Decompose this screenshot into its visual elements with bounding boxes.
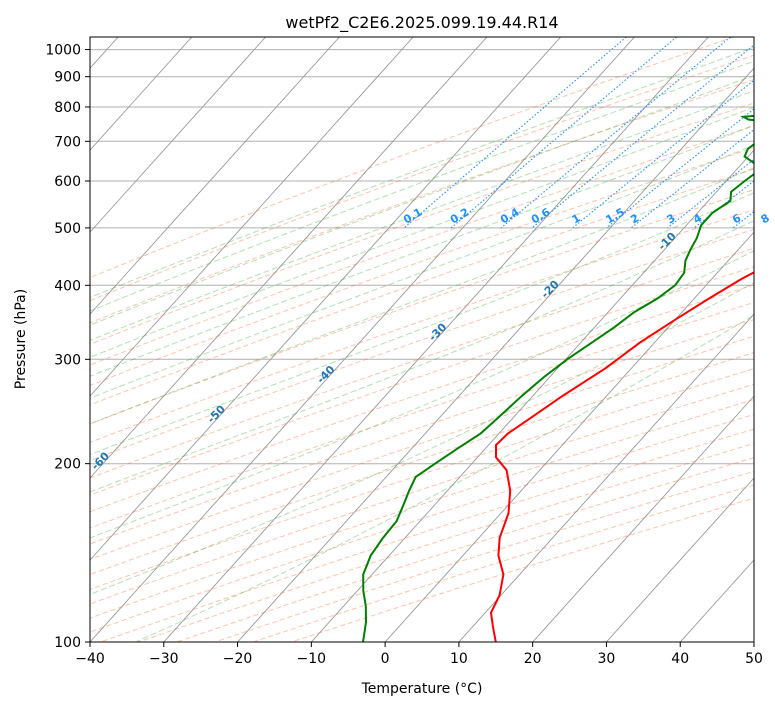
y-tick-label: 100	[54, 635, 81, 651]
moist-adiabat-line	[90, 124, 754, 377]
isotherm-line	[90, 37, 340, 315]
x-axis: −40 −30 −20 −10 0 10 20 30 40 50	[75, 642, 763, 667]
mixing-ratio-line	[403, 37, 627, 229]
isotherm-line	[532, 395, 754, 642]
x-tick-label: −10	[297, 651, 327, 667]
isotherm-line	[237, 67, 754, 642]
mixing-ratio-line	[500, 37, 731, 229]
moist-adiabat-line	[90, 74, 754, 326]
x-tick-label: 30	[598, 651, 616, 667]
y-tick-label: 300	[54, 352, 81, 368]
dry-adiabat-line	[90, 266, 754, 496]
x-tick-label: 50	[745, 651, 763, 667]
x-tick-label: −30	[149, 651, 179, 667]
y-tick-label: 500	[54, 221, 81, 237]
dry-adiabat-line	[90, 368, 754, 590]
isotherm-line	[310, 149, 754, 642]
isotherm-line	[90, 37, 414, 397]
moist-adiabat-line	[90, 90, 754, 341]
y-tick-label: 200	[54, 457, 81, 473]
mixing-ratio-line	[667, 158, 754, 229]
dry-adiabat-line	[90, 54, 754, 302]
x-tick-label: 40	[671, 651, 689, 667]
plot-lines	[90, 37, 754, 642]
mixing-ratio-line	[531, 44, 754, 229]
moist-adiabat-line	[90, 46, 754, 299]
dry-adiabat-line	[90, 37, 734, 279]
dry-adiabat-line	[90, 228, 754, 462]
x-tick-label: 0	[381, 651, 390, 667]
isotherm-line	[163, 37, 709, 642]
x-tick-label: 20	[524, 651, 542, 667]
dry-adiabat-line	[90, 352, 754, 576]
moist-adiabat-line	[90, 144, 754, 399]
moist-adiabat-line	[90, 250, 754, 539]
y-axis: 100 200 300 400 500 600 700 800 900 1000	[45, 43, 90, 651]
moist-adiabat-line	[90, 60, 754, 312]
dry-adiabat-line	[90, 247, 754, 479]
isotherm-line	[606, 477, 754, 642]
x-tick-label: 10	[450, 651, 468, 667]
dry-adiabat-line	[90, 383, 754, 605]
mixing-ratio-line	[450, 37, 677, 229]
chart-title: wetPf2_C2E6.2025.099.19.44.R14	[285, 13, 558, 33]
y-tick-label: 800	[54, 100, 81, 116]
plot-frame	[89, 36, 755, 643]
y-tick-label: 700	[54, 134, 81, 150]
moist-adiabat-line	[90, 220, 754, 493]
y-tick-label: 600	[54, 174, 81, 190]
x-axis-title: Temperature (°C)	[361, 681, 483, 697]
dry-adiabat-line	[90, 102, 754, 345]
isotherm-line	[90, 37, 193, 151]
dry-adiabat-line	[90, 319, 754, 545]
moist-adiabat-line	[90, 167, 754, 425]
y-tick-label: 400	[54, 278, 81, 294]
x-tick-label: −40	[75, 651, 105, 667]
moist-adiabat-line	[90, 192, 754, 456]
moist-adiabat-line	[135, 314, 754, 642]
dry-adiabat-line	[90, 125, 754, 366]
isotherm-line	[384, 231, 754, 642]
y-axis-title: Pressure (hPa)	[13, 289, 29, 389]
dry-adiabat-line	[90, 301, 754, 529]
isotherm-line	[90, 37, 635, 642]
dry-adiabat-line	[90, 209, 754, 443]
dry-adiabat-line	[90, 189, 754, 425]
y-tick-label: 1000	[45, 43, 81, 59]
isotherm-line	[90, 37, 562, 561]
dry-adiabat-line	[90, 284, 754, 513]
y-tick-label: 900	[54, 70, 81, 86]
temperature-profile-line	[489, 271, 754, 642]
isotherm-line	[90, 37, 488, 479]
dry-adiabat-line	[90, 78, 754, 324]
dry-adiabat-line	[90, 168, 754, 406]
dewpoint-profile-line	[362, 114, 754, 642]
x-tick-label: −20	[223, 651, 253, 667]
isotherm-line	[90, 37, 266, 233]
isotherm-line	[458, 313, 754, 642]
